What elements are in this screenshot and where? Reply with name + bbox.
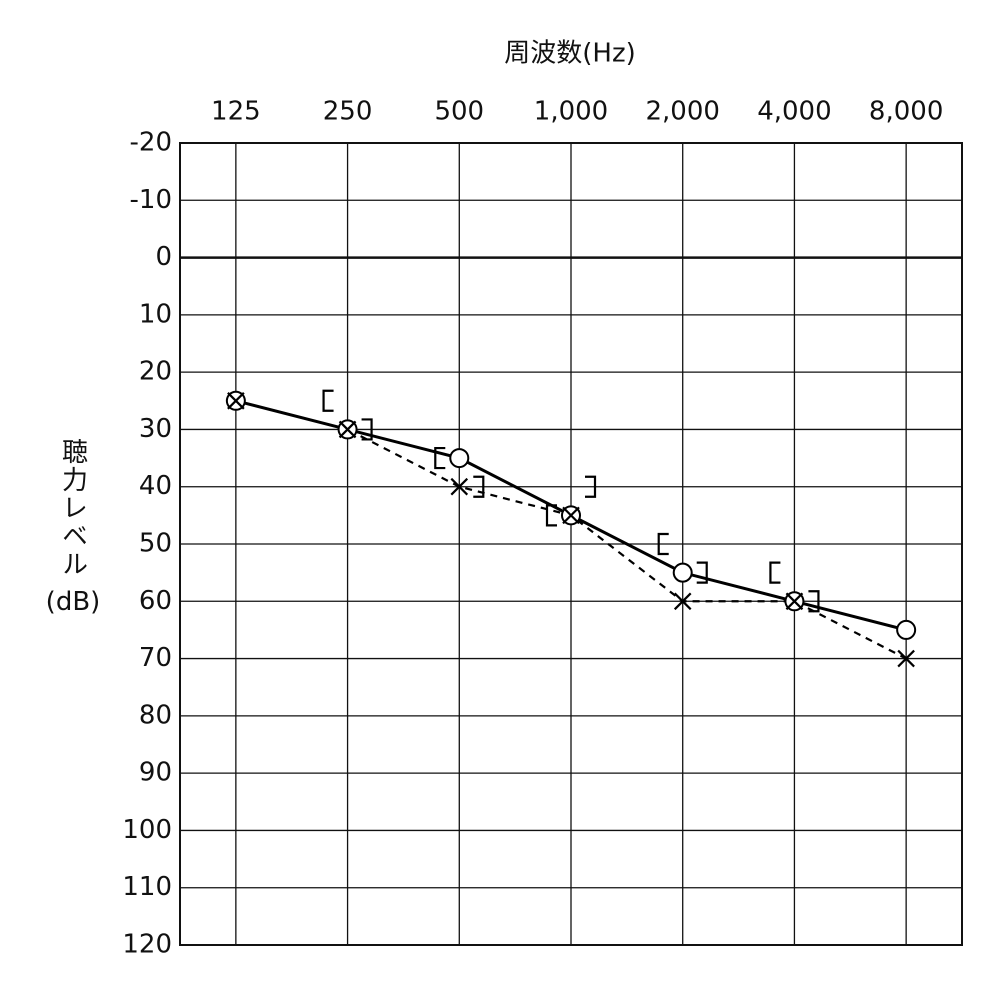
marker-bracket-right bbox=[696, 561, 708, 584]
y-tick-label: 60 bbox=[139, 586, 172, 616]
y-tick-label: 120 bbox=[122, 930, 172, 960]
y-tick-label: -20 bbox=[130, 128, 172, 158]
marker-bracket-right bbox=[808, 590, 820, 613]
y-tick-label: 70 bbox=[139, 643, 172, 673]
plot-frame bbox=[179, 142, 963, 946]
marker-bracket-right bbox=[585, 475, 597, 498]
marker-cross bbox=[562, 506, 580, 525]
x-tick-label: 125 bbox=[211, 97, 261, 127]
marker-cross bbox=[338, 420, 357, 439]
x-tick-label: 500 bbox=[434, 97, 484, 127]
marker-cross bbox=[450, 477, 469, 496]
y-tick-label: 10 bbox=[139, 299, 172, 329]
marker-circle bbox=[896, 619, 917, 640]
marker-bracket-right bbox=[473, 475, 485, 498]
y-tick-label: 30 bbox=[139, 414, 172, 444]
marker-cross bbox=[673, 592, 692, 611]
marker-circle bbox=[449, 448, 470, 469]
marker-bracket-left bbox=[657, 532, 669, 556]
y-tick-label: 50 bbox=[139, 529, 172, 559]
x-tick-label: 1,000 bbox=[534, 97, 608, 127]
y-tick-label: 20 bbox=[139, 357, 172, 387]
y-tick-label: 100 bbox=[122, 815, 172, 845]
y-label-unit: (dB) bbox=[45, 587, 101, 617]
x-tick-label: 2,000 bbox=[645, 97, 719, 127]
x-tick-label: 4,000 bbox=[757, 97, 831, 127]
marker-bracket-left bbox=[545, 504, 557, 527]
y-tick-label: 0 bbox=[155, 242, 172, 272]
x-tick-label: 250 bbox=[323, 97, 373, 127]
marker-bracket-left bbox=[434, 446, 446, 470]
y-tick-label: 80 bbox=[139, 700, 172, 730]
marker-cross bbox=[227, 392, 245, 410]
x-tick-label: 8,000 bbox=[869, 97, 943, 127]
marker-bracket-left bbox=[769, 561, 781, 584]
y-tick-label: -10 bbox=[130, 185, 172, 215]
marker-bracket-right bbox=[361, 418, 373, 441]
y-tick-label: 110 bbox=[122, 872, 172, 902]
y-tick-label: 90 bbox=[139, 758, 172, 788]
marker-bracket-left bbox=[322, 389, 334, 412]
marker-cross bbox=[897, 649, 915, 668]
y-tick-label: 40 bbox=[139, 471, 172, 501]
marker-cross bbox=[785, 592, 804, 611]
y-axis-label: 聴力レベル (dB) bbox=[38, 438, 108, 617]
y-label-text: 聴力レベル bbox=[57, 438, 88, 578]
marker-circle bbox=[672, 562, 693, 583]
chart-title: 周波数(Hz) bbox=[504, 39, 636, 69]
